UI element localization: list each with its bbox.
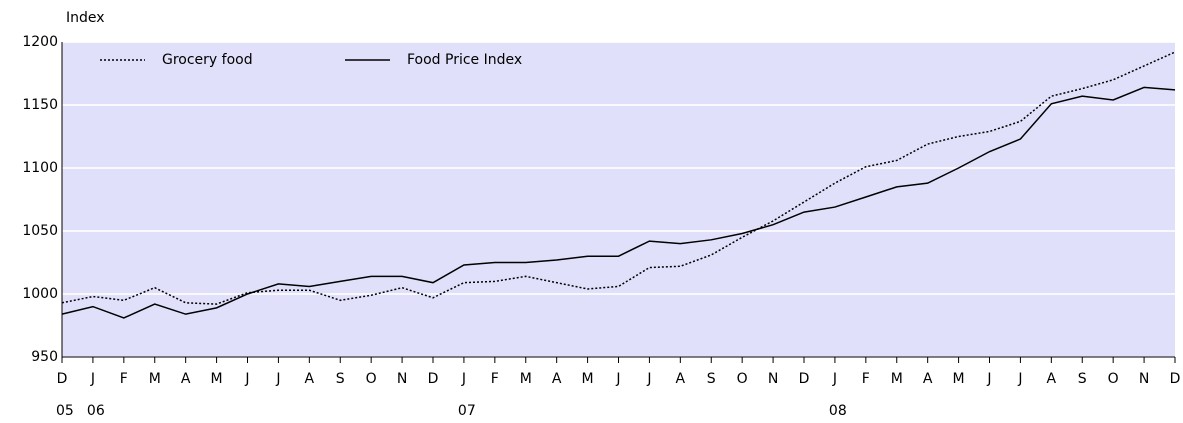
x-tick-label: N bbox=[1139, 371, 1149, 387]
x-tick-label: S bbox=[1078, 371, 1087, 387]
x-tick-label: N bbox=[768, 371, 778, 387]
x-tick-label: F bbox=[491, 371, 499, 387]
year-label: 05 bbox=[56, 403, 74, 419]
x-tick-label: A bbox=[181, 371, 191, 387]
x-tick-label: J bbox=[615, 371, 620, 387]
x-tick-label: D bbox=[57, 371, 68, 387]
x-tick-label: J bbox=[244, 371, 249, 387]
x-tick-label: J bbox=[986, 371, 991, 387]
y-tick-label: 1050 bbox=[22, 223, 58, 239]
x-tick-label: J bbox=[832, 371, 837, 387]
year-label: 06 bbox=[87, 403, 105, 419]
x-tick-label: J bbox=[90, 371, 95, 387]
x-tick-label: M bbox=[582, 371, 594, 387]
x-tick-label: J bbox=[275, 371, 280, 387]
legend-label: Food Price Index bbox=[407, 52, 522, 68]
y-tick-label: 1200 bbox=[22, 34, 58, 50]
legend-label: Grocery food bbox=[162, 52, 253, 68]
x-tick-label: S bbox=[707, 371, 716, 387]
x-tick-label: O bbox=[1108, 371, 1119, 387]
x-tick-label: D bbox=[1170, 371, 1181, 387]
x-tick-label: J bbox=[1017, 371, 1022, 387]
x-tick-label: N bbox=[397, 371, 407, 387]
x-tick-label: J bbox=[461, 371, 466, 387]
x-tick-label: F bbox=[120, 371, 128, 387]
y-tick-label: 1000 bbox=[22, 286, 58, 302]
x-tick-label: M bbox=[149, 371, 161, 387]
x-tick-label: F bbox=[862, 371, 870, 387]
y-tick-label: 950 bbox=[31, 349, 58, 365]
x-tick-label: A bbox=[923, 371, 933, 387]
x-tick-label: D bbox=[799, 371, 810, 387]
plot-background bbox=[62, 42, 1175, 357]
x-tick-label: A bbox=[552, 371, 562, 387]
series-line bbox=[61, 86, 1176, 319]
x-tick-label: S bbox=[336, 371, 345, 387]
x-tick-label: A bbox=[1047, 371, 1057, 387]
year-label: 08 bbox=[829, 403, 847, 419]
x-tick-label: O bbox=[366, 371, 377, 387]
x-tick-label: D bbox=[428, 371, 439, 387]
x-tick-label: M bbox=[953, 371, 965, 387]
x-tick-label: M bbox=[211, 371, 223, 387]
y-tick-label: 1150 bbox=[22, 97, 58, 113]
x-tick-label: A bbox=[305, 371, 315, 387]
x-tick-label: A bbox=[676, 371, 686, 387]
y-tick-label: 1100 bbox=[22, 160, 58, 176]
y-axis-label: Index bbox=[66, 10, 105, 26]
x-tick-label: J bbox=[646, 371, 651, 387]
x-tick-label: O bbox=[737, 371, 748, 387]
year-label: 07 bbox=[458, 403, 476, 419]
x-tick-label: M bbox=[891, 371, 903, 387]
x-tick-label: M bbox=[520, 371, 532, 387]
